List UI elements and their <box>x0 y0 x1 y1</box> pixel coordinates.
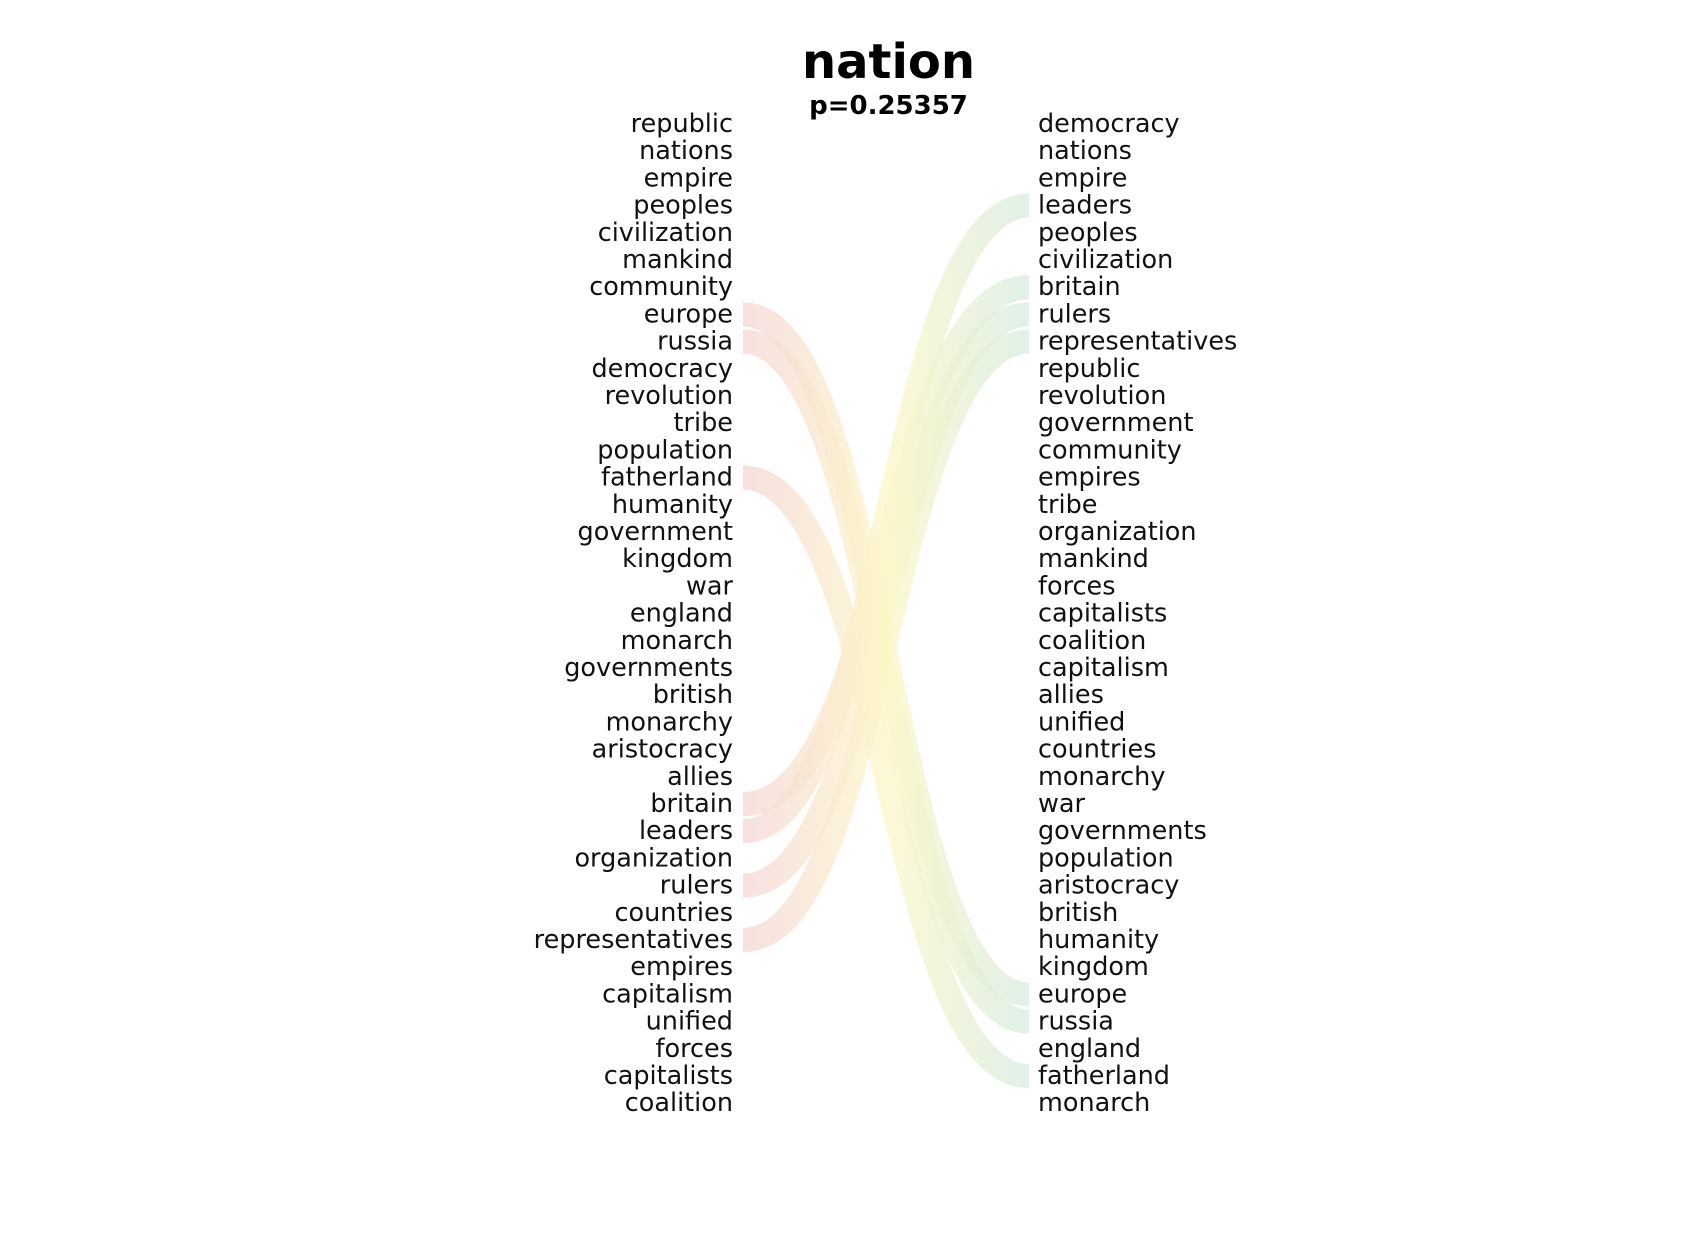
left-word-label: tribe <box>674 408 733 438</box>
chart-title: nation <box>801 34 976 90</box>
right-word-label: russia <box>1038 1007 1114 1037</box>
chart-subtitle: p=0.25357 <box>809 91 968 121</box>
right-word-label: peoples <box>1038 218 1138 248</box>
right-word-label: countries <box>1038 735 1157 765</box>
right-word-label: revolution <box>1038 381 1166 411</box>
right-word-label: coalition <box>1038 626 1146 656</box>
right-word-label: representatives <box>1038 327 1237 357</box>
left-word-label: mankind <box>622 245 733 275</box>
left-word-label: empires <box>630 952 733 982</box>
right-word-label: rulers <box>1038 299 1111 329</box>
left-word-label: britain <box>650 789 733 819</box>
right-word-label: aristocracy <box>1038 871 1179 901</box>
right-word-label: population <box>1038 843 1174 873</box>
right-word-label: leaders <box>1038 191 1132 221</box>
left-word-label: monarch <box>621 626 733 656</box>
left-word-label: empire <box>644 163 733 193</box>
right-word-label: war <box>1038 789 1085 819</box>
left-word-label: revolution <box>605 381 733 411</box>
right-word-label: europe <box>1038 979 1127 1009</box>
left-word-label: british <box>653 680 733 710</box>
right-word-label: kingdom <box>1038 952 1149 982</box>
right-word-list: democracynationsempireleaderspeoplescivi… <box>1038 109 1237 1118</box>
right-word-label: government <box>1038 408 1193 438</box>
left-word-label: monarchy <box>606 707 733 737</box>
left-word-label: peoples <box>633 191 733 221</box>
left-word-label: rulers <box>660 871 733 901</box>
left-word-label: representatives <box>534 925 733 955</box>
right-word-label: nations <box>1038 136 1132 166</box>
left-word-label: europe <box>644 299 733 329</box>
left-word-label: humanity <box>612 490 733 520</box>
right-word-label: organization <box>1038 517 1197 547</box>
left-word-label: civilization <box>598 218 733 248</box>
right-word-label: fatherland <box>1038 1061 1170 1091</box>
left-word-label: leaders <box>639 816 733 846</box>
right-word-label: tribe <box>1038 490 1097 520</box>
right-word-label: civilization <box>1038 245 1173 275</box>
right-word-label: monarch <box>1038 1088 1150 1118</box>
left-word-label: capitalism <box>602 979 733 1009</box>
right-word-label: democracy <box>1038 109 1180 139</box>
link-ribbon-leaders <box>741 193 1031 844</box>
right-word-label: mankind <box>1038 544 1149 574</box>
right-word-label: capitalism <box>1038 653 1169 683</box>
left-word-label: war <box>686 571 733 601</box>
left-word-label: republic <box>631 109 733 139</box>
left-word-label: aristocracy <box>592 735 733 765</box>
left-word-label: governments <box>564 653 733 683</box>
left-word-label: russia <box>657 327 733 357</box>
right-word-label: empires <box>1038 463 1141 493</box>
right-word-label: british <box>1038 898 1118 928</box>
left-word-label: forces <box>656 1034 734 1064</box>
left-word-label: unified <box>646 1007 733 1037</box>
right-word-label: britain <box>1038 272 1121 302</box>
left-word-label: england <box>630 599 733 629</box>
right-word-label: community <box>1038 435 1182 465</box>
left-word-label: coalition <box>625 1088 733 1118</box>
link-ribbon-fatherland <box>741 465 1031 1088</box>
left-word-label: kingdom <box>622 544 733 574</box>
right-word-label: empire <box>1038 163 1127 193</box>
right-word-label: capitalists <box>1038 599 1167 629</box>
link-ribbons <box>741 193 1031 1088</box>
left-word-label: organization <box>574 843 733 873</box>
left-word-list: republicnationsempirepeoplescivilization… <box>534 109 734 1118</box>
left-word-label: government <box>578 517 733 547</box>
left-word-label: fatherland <box>601 463 733 493</box>
left-word-label: allies <box>667 762 733 792</box>
right-word-label: governments <box>1038 816 1207 846</box>
link-ribbon-representatives <box>741 329 1031 952</box>
right-word-label: monarchy <box>1038 762 1165 792</box>
right-word-label: republic <box>1038 354 1140 384</box>
right-word-label: unified <box>1038 707 1125 737</box>
left-word-label: countries <box>615 898 734 928</box>
right-word-label: england <box>1038 1034 1141 1064</box>
right-word-label: allies <box>1038 680 1104 710</box>
left-word-label: nations <box>639 136 733 166</box>
left-word-label: community <box>589 272 733 302</box>
left-word-label: population <box>597 435 733 465</box>
right-word-label: humanity <box>1038 925 1159 955</box>
right-word-label: forces <box>1038 571 1116 601</box>
left-word-label: democracy <box>591 354 733 384</box>
left-word-label: capitalists <box>604 1061 733 1091</box>
